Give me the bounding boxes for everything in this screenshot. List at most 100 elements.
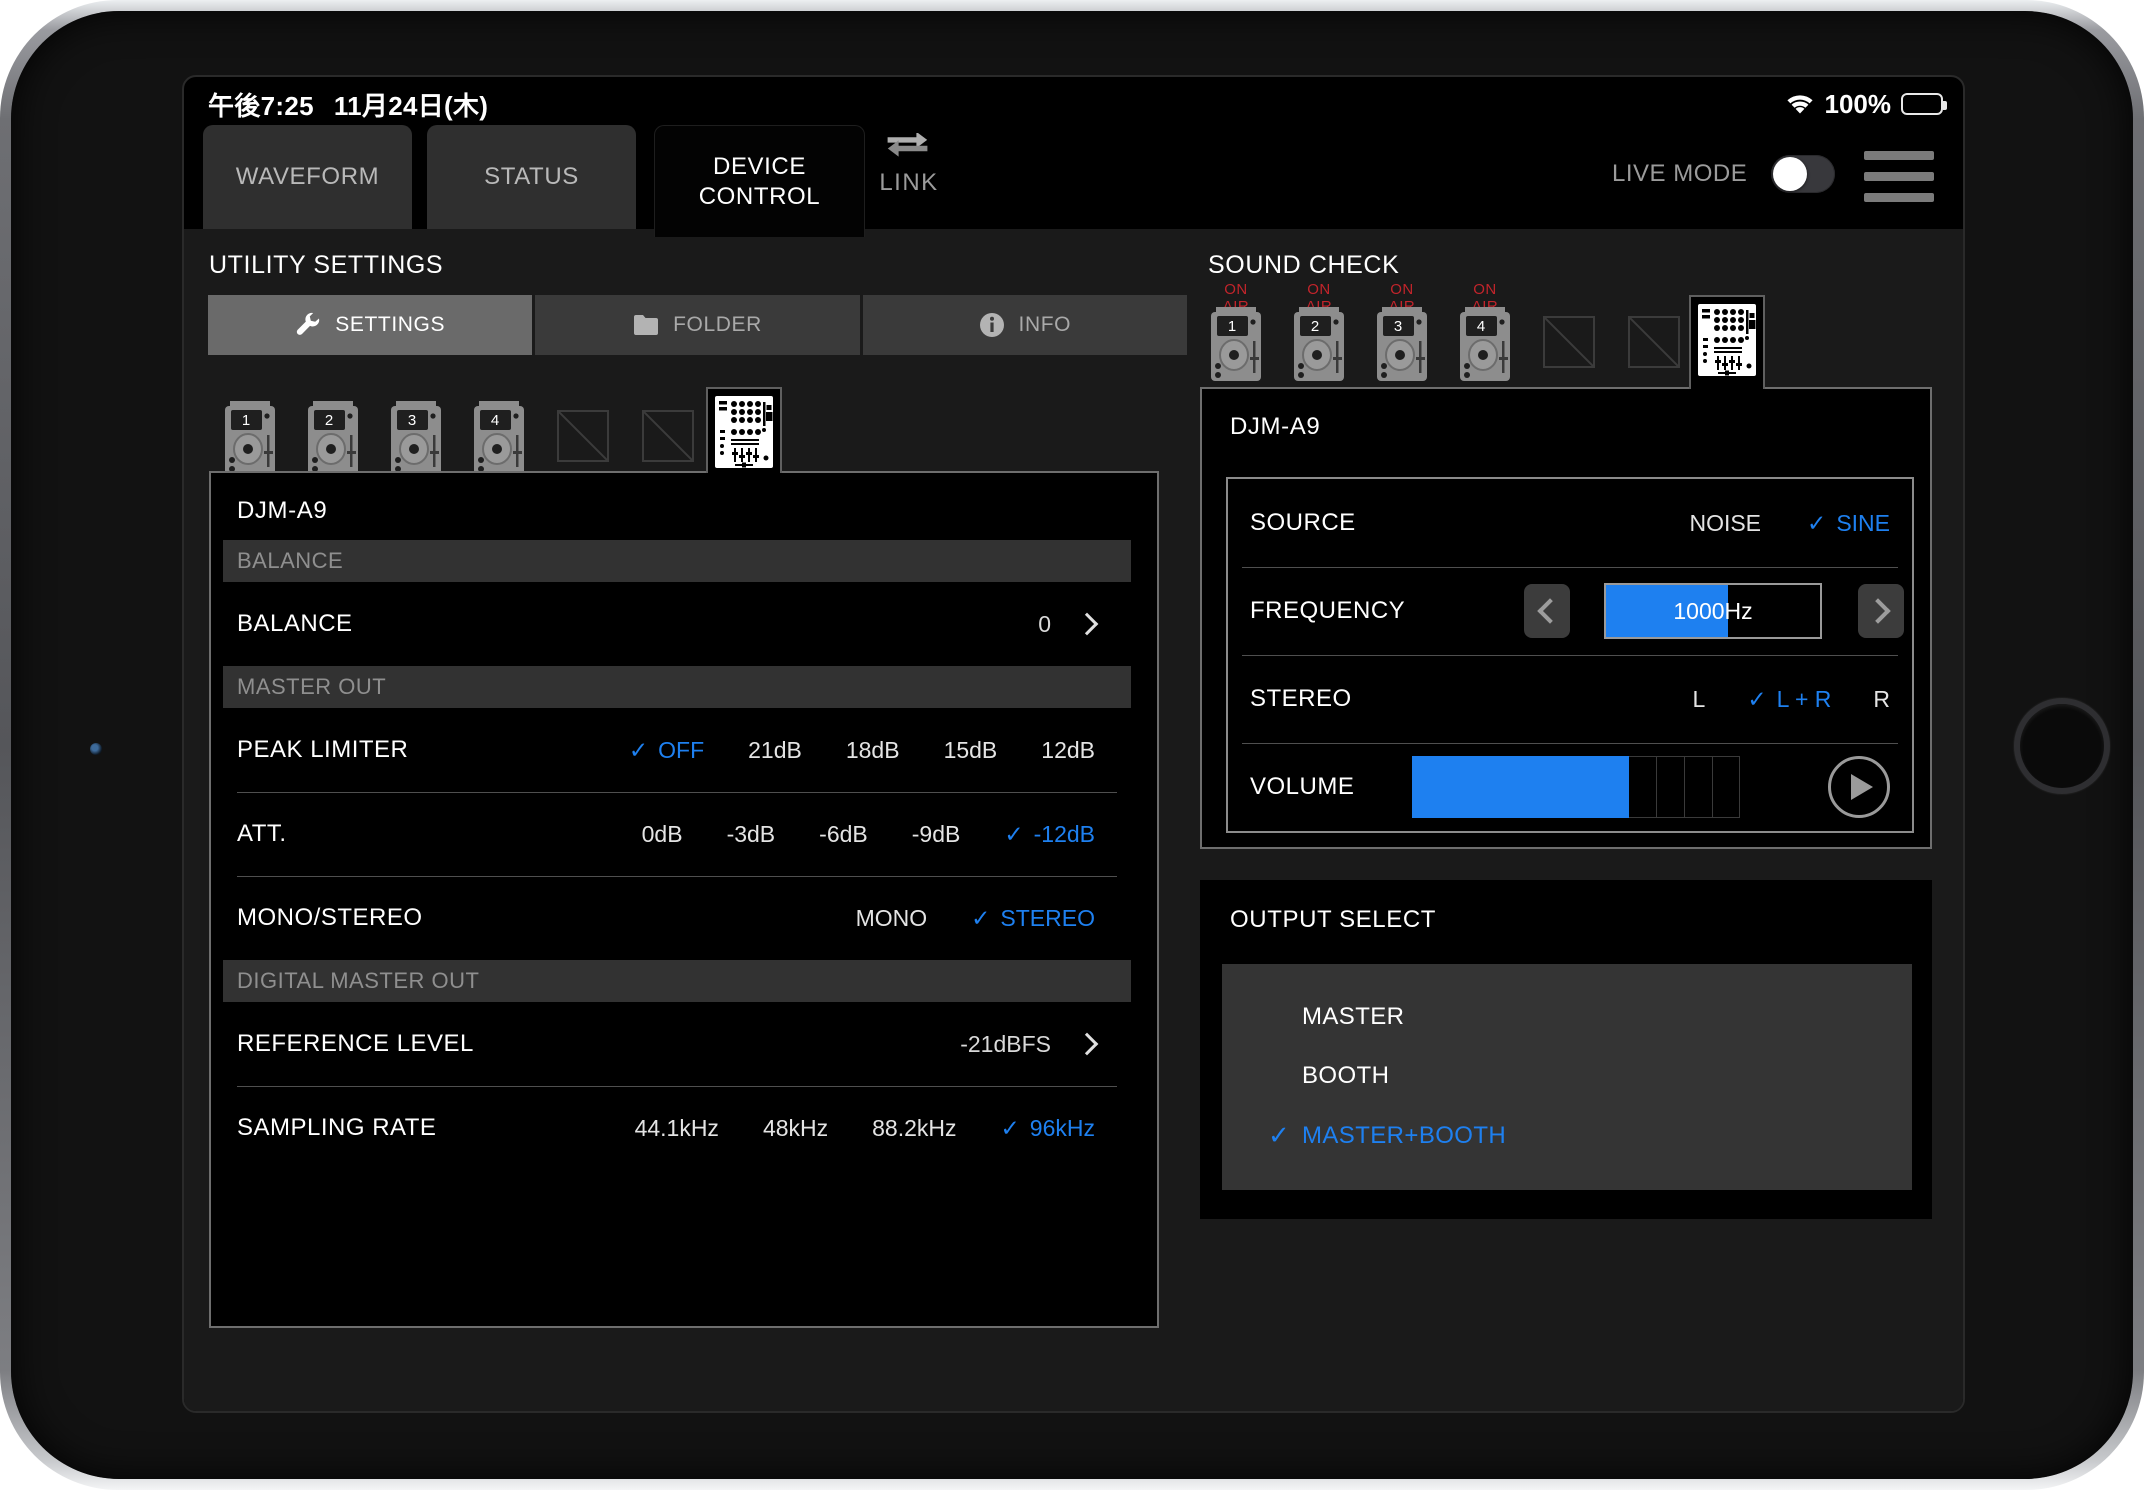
- utility-settings-list: BALANCE BALANCE 0 MASTER OUT PEAK LIMITE…: [223, 540, 1131, 1170]
- setting-row-reference-level[interactable]: REFERENCE LEVEL -21dBFS: [223, 1002, 1131, 1086]
- option-88-2khz[interactable]: 88.2kHz: [872, 1114, 957, 1141]
- svg-text:4: 4: [1477, 318, 1485, 335]
- tab-settings[interactable]: SETTINGS: [208, 295, 533, 355]
- reference-level-value: -21dBFS: [960, 1030, 1051, 1057]
- live-mode-toggle[interactable]: [1771, 155, 1836, 193]
- setting-row-peak-limiter: PEAK LIMITER OFF 21dB 18dB 15dB 12dB: [223, 708, 1131, 792]
- player-icon-1[interactable]: 1: [225, 401, 275, 475]
- link-label: LINK: [879, 169, 939, 196]
- section-header: BALANCE: [223, 540, 1131, 582]
- utility-device-name: DJM-A9: [237, 497, 328, 524]
- status-date: 11月24日(木): [333, 90, 489, 121]
- option-sine[interactable]: SINE: [1807, 510, 1890, 537]
- bezel-ring-decoration: [2014, 698, 2110, 794]
- svg-text:3: 3: [1394, 318, 1402, 335]
- option-12db[interactable]: 12dB: [1041, 736, 1095, 763]
- utility-settings-title: UTILITY SETTINGS: [209, 251, 444, 279]
- play-button[interactable]: [1828, 756, 1890, 818]
- option-left-right[interactable]: L + R: [1747, 686, 1832, 713]
- volume-row: VOLUME: [1228, 743, 1912, 831]
- option-18db[interactable]: 18dB: [845, 736, 900, 763]
- utility-tab-bar: SETTINGS FOLDER INFO: [208, 295, 1187, 355]
- frequency-value: 1000Hz: [1673, 597, 1753, 624]
- volume-slider[interactable]: [1412, 756, 1741, 818]
- option-minus3db[interactable]: -3dB: [726, 820, 776, 847]
- tab-folder[interactable]: FOLDER: [535, 295, 860, 355]
- setting-row-mono-stereo: MONO/STEREO MONO STEREO: [223, 876, 1131, 960]
- frequency-decrease-button[interactable]: [1524, 584, 1570, 638]
- option-noise[interactable]: NOISE: [1689, 509, 1762, 536]
- utility-device-selector: 1 2 3: [225, 401, 694, 475]
- mixer-icon: [715, 396, 773, 468]
- option-15db[interactable]: 15dB: [943, 736, 998, 763]
- sound-check-device-name: DJM-A9: [1230, 413, 1321, 440]
- sound-check-controls: SOURCE NOISE SINE FREQUENCY 1000Hz: [1226, 477, 1914, 833]
- battery-icon: [1901, 93, 1947, 115]
- output-option-booth[interactable]: BOOTH: [1302, 1061, 1390, 1089]
- status-bar: 午後7:25 11月24日(木) 100%: [208, 83, 1947, 125]
- option-21db[interactable]: 21dB: [748, 736, 802, 763]
- utility-djm-panel: DJM-A9 BALANCE BALANCE 0 MASTER OUT PEAK…: [209, 471, 1159, 1328]
- wrench-icon: [297, 312, 320, 335]
- mixer-icon: [1698, 304, 1756, 376]
- option-off[interactable]: OFF: [629, 737, 704, 764]
- frequency-fill: [1606, 585, 1728, 637]
- output-option-master-booth[interactable]: ✓ MASTER+BOOTH: [1268, 1120, 1507, 1151]
- menu-icon: [1864, 151, 1934, 160]
- output-option-master[interactable]: MASTER: [1302, 1002, 1405, 1030]
- source-row: SOURCE NOISE SINE: [1228, 479, 1912, 567]
- folder-icon: [634, 315, 659, 335]
- setting-row-att: ATT. 0dB -3dB -6dB -9dB -12dB: [223, 792, 1131, 876]
- player-icon-4[interactable]: 4: [474, 401, 524, 475]
- live-mode-label: LIVE MODE: [1612, 160, 1748, 187]
- option-44-1khz[interactable]: 44.1kHz: [634, 1114, 719, 1141]
- svg-text:3: 3: [408, 412, 416, 429]
- tab-info[interactable]: INFO: [862, 295, 1187, 355]
- tab-status[interactable]: STATUS: [427, 125, 636, 229]
- check-icon: ✓: [1268, 1120, 1291, 1151]
- output-select-options: MASTER BOOTH ✓ MASTER+BOOTH: [1222, 964, 1912, 1190]
- tab-settings-label: SETTINGS: [335, 313, 446, 336]
- option-minus9db[interactable]: -9dB: [911, 820, 961, 847]
- player-icon-3[interactable]: 3: [391, 401, 441, 475]
- balance-value: 0: [1038, 610, 1051, 637]
- option-48khz[interactable]: 48kHz: [762, 1114, 829, 1141]
- tab-status-label: STATUS: [484, 163, 579, 190]
- option-96khz[interactable]: 96kHz: [1001, 1115, 1095, 1142]
- battery-percent: 100%: [1824, 88, 1892, 119]
- frequency-value-box[interactable]: 1000Hz: [1604, 583, 1822, 639]
- player-icon-1[interactable]: 1: [1211, 307, 1261, 381]
- tab-device-control[interactable]: DEVICE CONTROL: [654, 125, 865, 237]
- sound-check-title: SOUND CHECK: [1208, 251, 1400, 279]
- option-stereo[interactable]: STEREO: [971, 905, 1095, 932]
- stereo-row: STEREO L L + R R: [1228, 655, 1912, 743]
- main-content: UTILITY SETTINGS SETTINGS FOLDER: [184, 229, 1963, 1411]
- option-minus6db[interactable]: -6dB: [819, 820, 868, 847]
- option-left[interactable]: L: [1692, 685, 1706, 712]
- menu-button[interactable]: [1864, 151, 1934, 202]
- player-icon-4[interactable]: 4: [1460, 307, 1510, 381]
- option-minus12db[interactable]: -12dB: [1004, 821, 1095, 848]
- link-button[interactable]: LINK: [877, 133, 941, 197]
- setting-row-balance[interactable]: BALANCE 0: [223, 582, 1131, 666]
- app-screen: 午後7:25 11月24日(木) 100% WAVEFORM STATUS DE…: [182, 75, 1965, 1413]
- volume-fill: [1412, 756, 1629, 818]
- wifi-icon: [1786, 95, 1813, 114]
- tab-device-control-label: DEVICE CONTROL: [698, 152, 821, 210]
- empty-slot: [557, 410, 609, 462]
- mixer-tab-sound-check[interactable]: [1689, 295, 1765, 389]
- frequency-row: FREQUENCY 1000Hz: [1228, 567, 1912, 655]
- empty-slot: [1543, 316, 1595, 368]
- player-icon-3[interactable]: 3: [1377, 307, 1427, 381]
- option-0db[interactable]: 0dB: [641, 820, 683, 847]
- output-select-title: OUTPUT SELECT: [1230, 906, 1437, 933]
- section-header: MASTER OUT: [223, 666, 1131, 708]
- option-right[interactable]: R: [1873, 685, 1890, 712]
- mixer-tab-utility[interactable]: [706, 387, 782, 473]
- player-icon-2[interactable]: 2: [308, 401, 358, 475]
- tab-waveform[interactable]: WAVEFORM: [203, 125, 412, 229]
- frequency-increase-button[interactable]: [1858, 584, 1904, 638]
- player-icon-2[interactable]: 2: [1294, 307, 1344, 381]
- option-mono[interactable]: MONO: [855, 904, 928, 931]
